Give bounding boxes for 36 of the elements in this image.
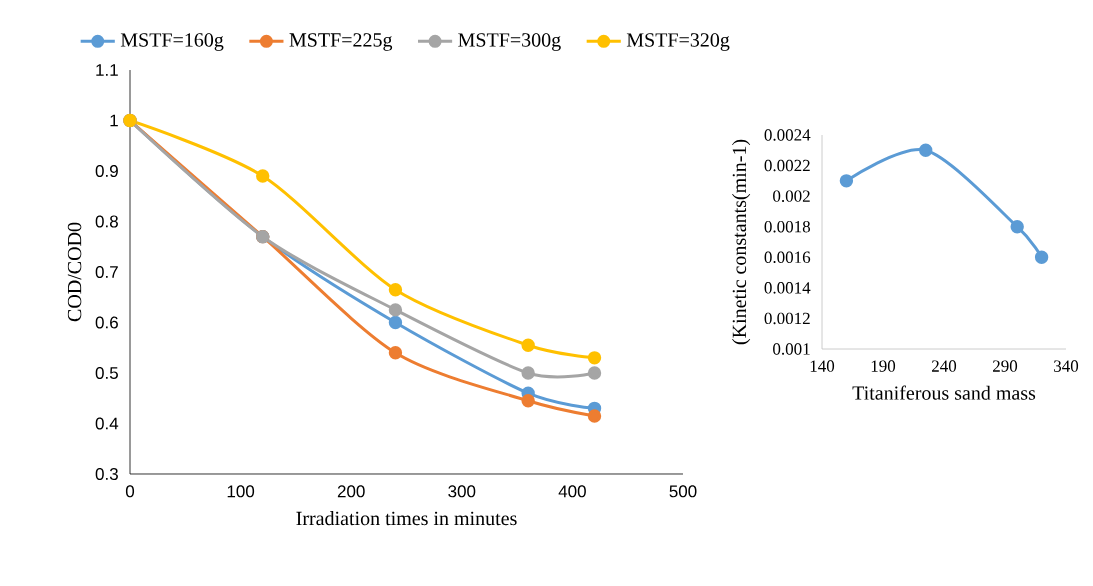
y-tick-label: 0.7	[95, 266, 118, 279]
y-tick-label: 0.0018	[764, 220, 811, 233]
x-tick-label: 400	[558, 485, 586, 498]
x-tick-label: 240	[932, 360, 957, 372]
y-tick-label: 0.0012	[764, 312, 810, 325]
x-axis-title: Irradiation times in minutes	[296, 511, 517, 526]
y-tick-label: 0.9	[95, 165, 118, 178]
legend-label: MSTF=160g	[120, 33, 224, 51]
x-tick-label: 100	[227, 485, 255, 498]
x-tick-label: 340	[1054, 360, 1079, 372]
y-tick-label: 1	[110, 114, 118, 127]
y-axis-title: COD/COD0	[67, 222, 82, 322]
y-tick-label: 0.4	[95, 417, 119, 430]
x-axis-title: Titaniferous sand mass	[852, 385, 1036, 400]
x-tick-label: 300	[448, 485, 476, 498]
y-tick-label: 0.3	[95, 468, 118, 481]
y-tick-label: 0.001	[773, 343, 810, 355]
x-tick-label: 140	[810, 360, 835, 372]
y-tick-label: 0.8	[95, 215, 118, 228]
y-tick-label: 0.0016	[764, 251, 811, 264]
x-tick-label: 200	[337, 485, 365, 498]
y-tick-label: 0.002	[773, 190, 810, 202]
y-tick-label: 0.0024	[764, 129, 811, 141]
y-tick-label: 0.5	[95, 367, 118, 380]
x-tick-label: 290	[993, 360, 1018, 372]
y-axis-title: (Kinetic constants(min-1)	[732, 139, 751, 345]
y-tick-label: 1.1	[96, 64, 118, 76]
x-tick-label: 190	[871, 360, 896, 372]
x-tick-label: 0	[125, 485, 135, 498]
y-tick-label: 0.6	[95, 316, 118, 329]
y-tick-label: 0.0014	[764, 282, 811, 294]
legend-label: MSTF=320g	[626, 33, 730, 51]
legend-label: MSTF=300g	[458, 33, 561, 51]
x-tick-label: 500	[669, 485, 697, 498]
legend-label: MSTF=225g	[289, 33, 393, 51]
y-tick-label: 0.0022	[764, 159, 810, 172]
